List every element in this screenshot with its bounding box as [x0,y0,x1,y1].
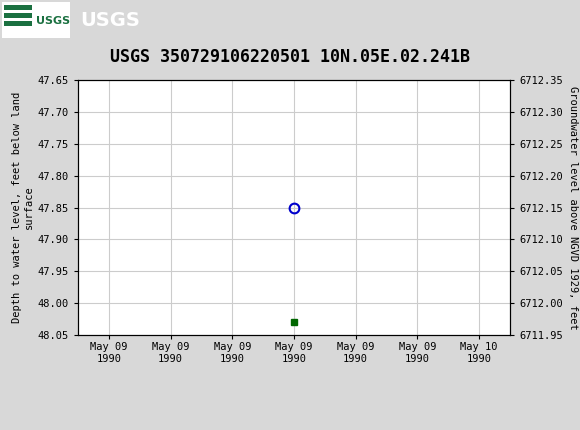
Y-axis label: Depth to water level, feet below land
surface: Depth to water level, feet below land su… [12,92,34,323]
Bar [4,5,32,10]
Text: USGS 350729106220501 10N.05E.02.241B: USGS 350729106220501 10N.05E.02.241B [110,48,470,66]
Bar [2,2,70,38]
Text: USGS: USGS [80,10,140,30]
Text: USGS: USGS [36,16,70,26]
Y-axis label: Groundwater level above NGVD 1929, feet: Groundwater level above NGVD 1929, feet [568,86,578,329]
Bar [4,13,32,18]
Bar [4,21,32,26]
